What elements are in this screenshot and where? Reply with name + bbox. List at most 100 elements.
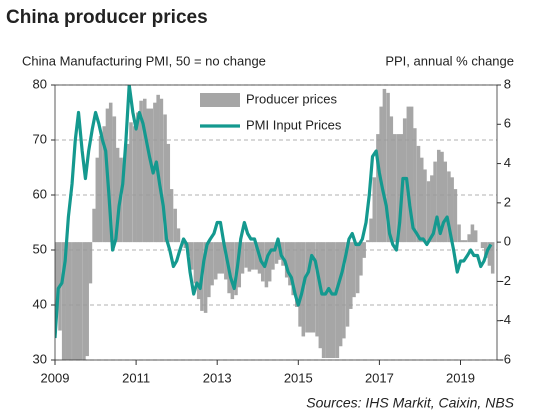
bar [176, 228, 181, 243]
bar [139, 100, 143, 243]
bar [169, 189, 174, 243]
bar [136, 112, 140, 243]
bar [88, 242, 93, 284]
bar [311, 242, 316, 333]
bar [338, 242, 343, 347]
plot-frame [54, 84, 498, 361]
bar [85, 242, 89, 357]
bar [207, 242, 211, 298]
bar [250, 242, 255, 270]
bar [359, 242, 363, 276]
bar [416, 145, 421, 243]
line [55, 85, 493, 339]
bar [430, 175, 434, 243]
y-tick-label: 60 [33, 186, 47, 201]
bar [321, 242, 326, 359]
bar [440, 151, 444, 243]
bar [217, 242, 221, 274]
y-tick-label: 30 [33, 351, 47, 366]
bar [173, 208, 177, 243]
bar [457, 224, 461, 243]
bar [247, 242, 252, 272]
y2-tick-label: 0 [504, 234, 511, 249]
bar [240, 242, 245, 274]
bar [291, 242, 295, 296]
bar [92, 208, 96, 243]
bar [220, 242, 224, 274]
bar [65, 242, 69, 360]
bar [369, 218, 373, 243]
bar [288, 242, 292, 286]
bar [473, 230, 478, 243]
bar [72, 242, 76, 360]
bar [213, 242, 218, 280]
bar [295, 242, 299, 307]
bar [95, 157, 100, 243]
y2-axis-label: PPI, annual % change [385, 53, 514, 68]
bar [108, 102, 113, 243]
bar [450, 177, 454, 243]
bar [335, 242, 340, 359]
y-tick-label: 50 [33, 241, 47, 256]
y2-tick-label: -6 [499, 351, 511, 366]
y2-tick-label: 4 [504, 155, 511, 170]
x-tick-label: 2019 [446, 370, 475, 385]
bar [68, 242, 72, 360]
y-tick-label: 70 [33, 131, 47, 146]
bar [406, 106, 411, 243]
bar [98, 136, 103, 243]
bar [331, 242, 336, 359]
bar [447, 171, 451, 243]
bar [463, 240, 468, 243]
x-tick-label: 2011 [122, 370, 150, 385]
bar [193, 242, 198, 284]
bar [159, 98, 164, 243]
bar [125, 143, 130, 243]
bar [142, 98, 147, 243]
bar [348, 242, 353, 309]
legend-label: PMI Input Prices [246, 117, 342, 132]
y-tick-label: 40 [33, 296, 47, 311]
bar [203, 242, 208, 313]
bar [132, 126, 137, 243]
bar [196, 242, 201, 300]
source-note: Sources: IHS Markit, Caixin, NBS [306, 395, 514, 411]
legend-swatch [200, 93, 240, 107]
bar [460, 240, 465, 243]
bar [78, 242, 83, 360]
bar [480, 242, 485, 249]
y2-tick-label: 6 [504, 116, 511, 131]
bar [433, 161, 437, 243]
bar [82, 242, 86, 360]
y2-tick-label: 8 [504, 76, 511, 91]
bar [426, 181, 431, 243]
bar [419, 157, 424, 243]
bar [166, 143, 171, 243]
bar [281, 242, 285, 266]
y-axis-label: China Manufacturing PMI, 50 = no change [22, 53, 266, 68]
bar [318, 242, 323, 349]
bar [328, 242, 333, 359]
y2-tick-label: 2 [504, 194, 511, 209]
bar [423, 169, 427, 243]
bar [129, 122, 133, 243]
bar [55, 242, 59, 307]
bar [396, 134, 400, 243]
bar [352, 242, 356, 298]
bar [325, 242, 330, 359]
bar [112, 116, 117, 243]
bar [298, 242, 302, 327]
bar [470, 224, 475, 243]
bar [355, 242, 360, 294]
bar [254, 242, 259, 270]
bar [453, 189, 458, 243]
x-tick-label: 2009 [41, 370, 70, 385]
x-tick-label: 2013 [203, 370, 232, 385]
bar [122, 157, 127, 243]
bar [366, 240, 370, 243]
y-tick-label: 80 [33, 76, 47, 91]
bar [436, 149, 441, 243]
y2-tick-label: -2 [499, 273, 511, 288]
bar [376, 134, 380, 243]
